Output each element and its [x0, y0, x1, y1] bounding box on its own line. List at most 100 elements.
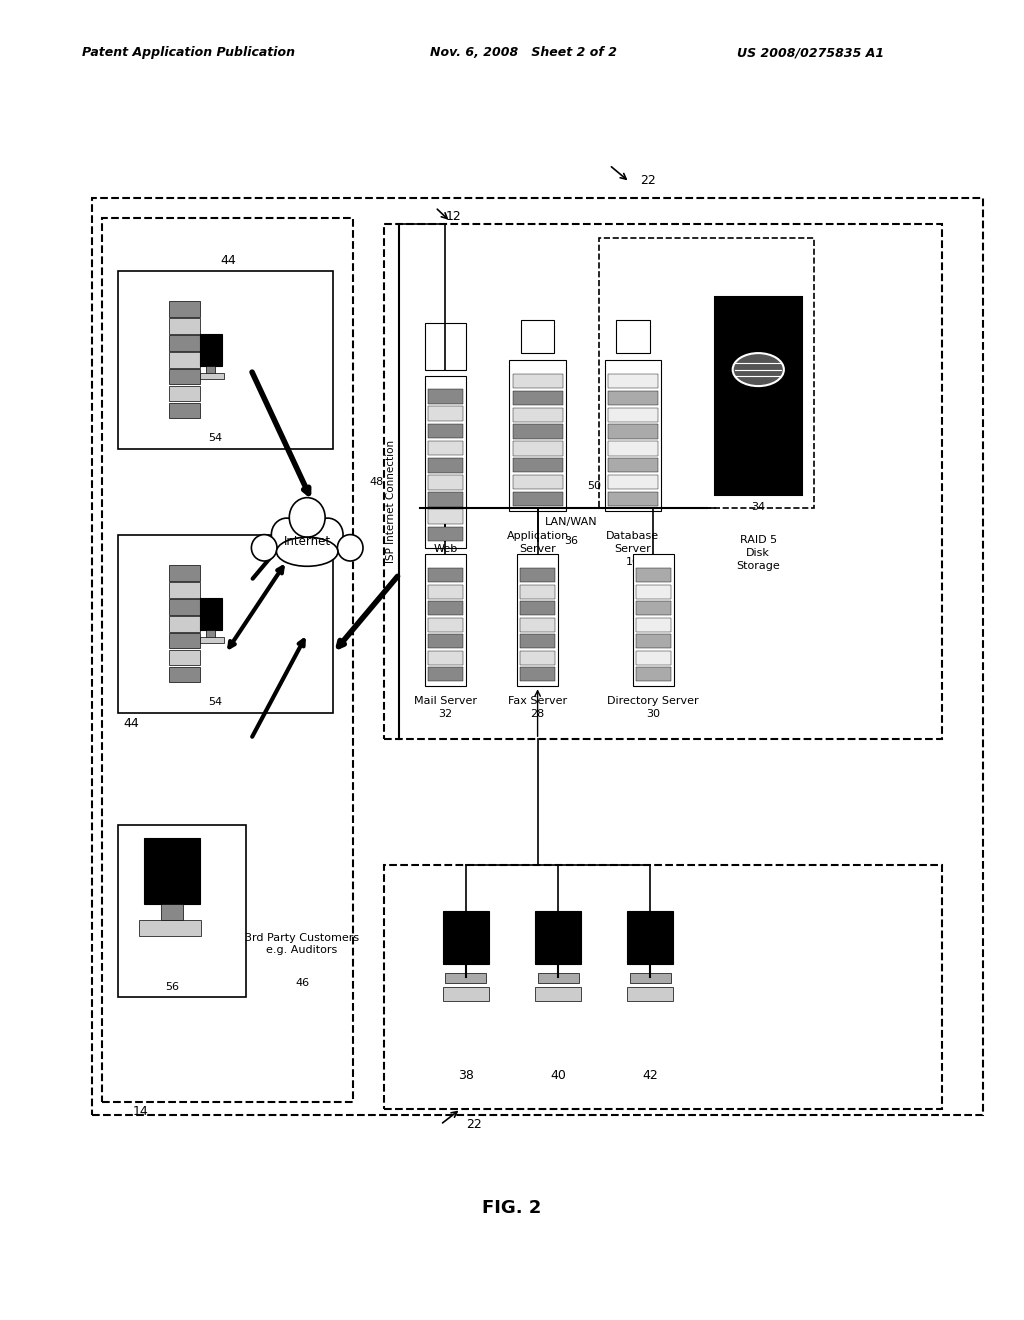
Bar [139, 920, 201, 936]
Text: 44: 44 [220, 253, 236, 267]
Bar [512, 458, 563, 473]
Bar [428, 568, 463, 582]
Text: 46: 46 [295, 978, 309, 989]
Bar [599, 238, 814, 508]
Bar [169, 651, 200, 665]
Text: Internet: Internet [284, 535, 331, 548]
Text: 12: 12 [445, 210, 461, 223]
Bar [428, 651, 463, 665]
Bar [608, 492, 658, 506]
Bar [520, 667, 555, 681]
Bar [169, 565, 200, 581]
Bar [169, 634, 200, 648]
Bar [384, 224, 942, 739]
Bar [512, 475, 563, 490]
Bar [616, 319, 650, 352]
Text: 22: 22 [466, 1118, 481, 1131]
Bar [627, 987, 674, 1001]
Bar [169, 403, 200, 418]
Bar [428, 585, 463, 599]
Ellipse shape [271, 517, 302, 552]
Ellipse shape [733, 354, 784, 385]
Bar [200, 598, 222, 630]
Bar [636, 667, 671, 681]
Bar [608, 425, 658, 438]
Bar [608, 458, 658, 473]
Text: Patent Application Publication: Patent Application Publication [82, 46, 295, 59]
Bar [512, 391, 563, 405]
Bar [169, 301, 200, 317]
Bar [169, 387, 200, 401]
Ellipse shape [337, 535, 364, 561]
Text: Nov. 6, 2008   Sheet 2 of 2: Nov. 6, 2008 Sheet 2 of 2 [430, 46, 617, 59]
Text: 50: 50 [587, 480, 601, 491]
Bar [442, 987, 489, 1001]
Text: Database
Server
16: Database Server 16 [606, 531, 659, 568]
Bar [118, 535, 333, 713]
Bar [169, 616, 200, 631]
Bar [604, 359, 662, 511]
Bar [445, 973, 486, 983]
Text: 3rd Party Customers
e.g. Auditors: 3rd Party Customers e.g. Auditors [245, 933, 359, 954]
Bar [636, 651, 671, 665]
Bar [512, 408, 563, 422]
Text: US 2008/0275835 A1: US 2008/0275835 A1 [737, 46, 885, 59]
Bar [425, 554, 466, 686]
Bar [715, 297, 802, 495]
Bar [636, 585, 671, 599]
Bar [169, 352, 200, 367]
Bar [118, 825, 246, 997]
Bar [517, 554, 558, 686]
Bar [512, 492, 563, 506]
Bar [520, 568, 555, 582]
Text: 34: 34 [752, 502, 765, 512]
Bar [608, 374, 658, 388]
Bar [143, 838, 201, 904]
Bar [633, 554, 674, 686]
Bar [608, 475, 658, 490]
Bar [169, 335, 200, 351]
Text: 14: 14 [133, 1105, 148, 1118]
Bar [636, 618, 671, 632]
Text: 48: 48 [370, 477, 384, 487]
Bar [161, 904, 183, 920]
Text: 56: 56 [165, 982, 179, 993]
Bar [630, 973, 671, 983]
Bar [428, 441, 463, 455]
Bar [207, 630, 215, 638]
Bar [169, 582, 200, 598]
Bar [636, 601, 671, 615]
Bar [428, 389, 463, 404]
Bar [627, 911, 674, 964]
Text: ISP Internet Connection: ISP Internet Connection [386, 440, 396, 564]
Ellipse shape [276, 537, 338, 566]
Bar [428, 527, 463, 541]
Bar [428, 510, 463, 524]
Bar [169, 667, 200, 682]
Bar [428, 424, 463, 438]
Bar [520, 634, 555, 648]
Ellipse shape [252, 535, 276, 561]
Bar [512, 425, 563, 438]
Bar [428, 667, 463, 681]
Bar [102, 218, 353, 1102]
Bar [207, 366, 215, 374]
Bar [425, 323, 466, 370]
Bar [428, 475, 463, 490]
Bar [428, 407, 463, 421]
Text: 44: 44 [123, 717, 138, 730]
Bar [608, 441, 658, 455]
Text: Web
Server
26: Web Server 26 [427, 544, 464, 581]
Text: LAN/WAN: LAN/WAN [545, 517, 598, 528]
Bar [520, 601, 555, 615]
Bar [200, 334, 222, 366]
Bar [536, 987, 582, 1001]
Text: Fax Server
28: Fax Server 28 [508, 696, 567, 719]
Bar [384, 865, 942, 1109]
Bar [425, 376, 466, 548]
Bar [636, 634, 671, 648]
Text: FIG. 2: FIG. 2 [482, 1199, 542, 1217]
Bar [169, 599, 200, 615]
Bar [520, 651, 555, 665]
Ellipse shape [312, 517, 343, 552]
